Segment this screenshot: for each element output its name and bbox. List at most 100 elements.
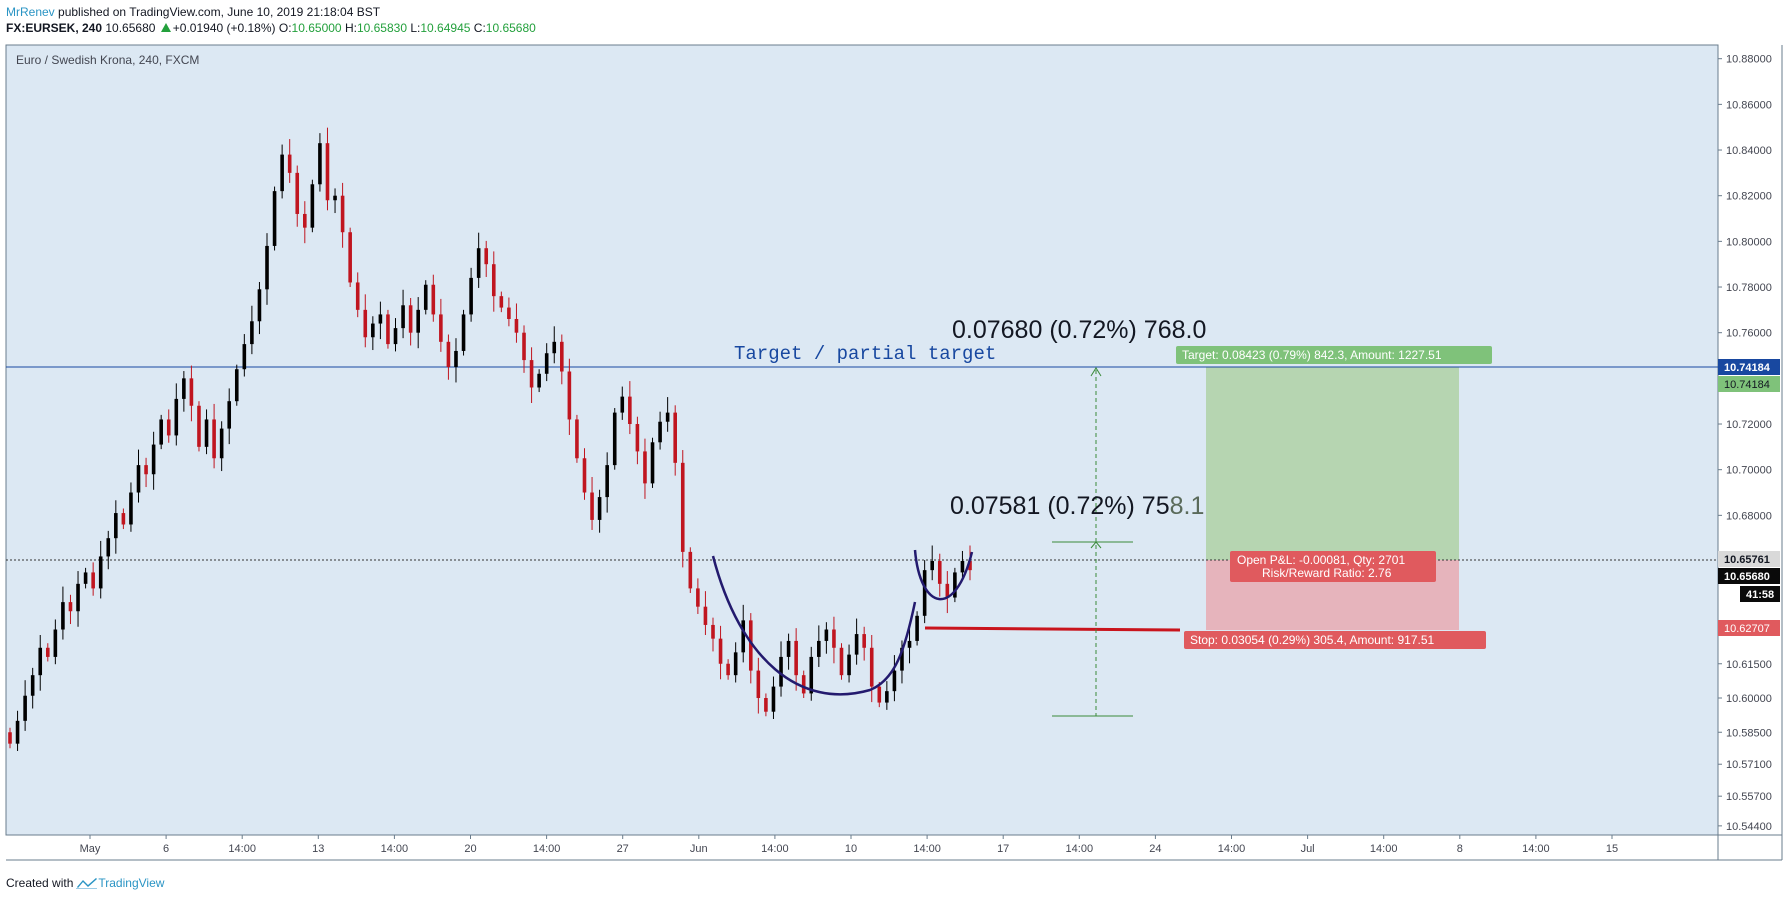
- price-tick-label: 10.84000: [1726, 145, 1772, 157]
- time-tick-label: 14:00: [228, 843, 256, 855]
- candle-body: [318, 143, 322, 185]
- candle-body: [114, 513, 118, 539]
- time-tick-label: Jul: [1301, 843, 1315, 855]
- candle-body: [484, 248, 489, 265]
- price-tick-label: 10.68000: [1726, 510, 1772, 522]
- price-tick-label: 10.76000: [1726, 328, 1772, 340]
- candle-body: [182, 378, 186, 399]
- publisher-link[interactable]: MrRenev: [6, 5, 55, 19]
- footer: Created with TradingView: [6, 876, 164, 890]
- candle-body: [582, 458, 587, 493]
- candle-body: [91, 572, 95, 589]
- candle-body: [386, 314, 390, 345]
- high-value: 10.65830: [356, 21, 408, 35]
- candle-body: [144, 465, 148, 475]
- stop-level-price: 10.62707: [1724, 623, 1770, 635]
- candle-body: [454, 350, 458, 367]
- stop-label-box[interactable]: [1184, 631, 1486, 649]
- candle-body: [930, 561, 935, 571]
- candle-body: [620, 396, 625, 413]
- tradingview-logo-icon: [76, 878, 98, 889]
- target-label-box[interactable]: [1176, 346, 1492, 364]
- candle-body: [733, 652, 738, 676]
- candle-body: [567, 371, 572, 420]
- target-label-text: Target: 0.08423 (0.79%) 842.3, Amount: 1…: [1182, 348, 1442, 362]
- open-value: 10.65000: [291, 21, 342, 35]
- candle-body: [885, 691, 889, 703]
- candle-body: [38, 647, 43, 676]
- candle-body: [348, 232, 352, 283]
- candle-body: [340, 195, 345, 233]
- time-tick-label: Jun: [690, 843, 708, 855]
- candle-body: [303, 213, 307, 228]
- candle-body: [673, 412, 677, 463]
- candle-body: [869, 647, 874, 687]
- candle-body: [68, 602, 73, 612]
- countdown-value: 41:58: [1746, 589, 1774, 601]
- candle-body: [242, 344, 247, 370]
- pnl-label-box[interactable]: [1230, 551, 1436, 582]
- candle-body: [612, 412, 617, 466]
- candle-body: [136, 465, 141, 493]
- tradingview-brand: TradingView: [98, 876, 165, 890]
- candle-body: [907, 640, 912, 648]
- close-label: C:: [473, 21, 486, 35]
- candle-body: [688, 551, 693, 589]
- candle-body: [166, 419, 171, 436]
- low-label: L:: [410, 21, 421, 35]
- candle-body: [30, 675, 35, 696]
- price-tick-label: 10.86000: [1726, 99, 1772, 111]
- price-change: +0.01940 (+0.18%): [172, 21, 276, 35]
- candle-body: [98, 556, 103, 589]
- candle-body: [922, 570, 927, 616]
- target-line-price: 10.74184: [1724, 362, 1771, 374]
- price-tick-label: 10.60000: [1726, 693, 1772, 705]
- price-tick-label: 10.80000: [1726, 236, 1772, 248]
- candle-body: [83, 572, 88, 584]
- candle-body: [560, 341, 564, 372]
- candle-body: [23, 695, 27, 721]
- measure-arrow-mid-icon: [1090, 541, 1102, 549]
- time-tick-label: 14:00: [381, 843, 409, 855]
- target-line-price-tag: [1718, 359, 1780, 375]
- price-tick-label: 10.55700: [1726, 791, 1772, 803]
- target-annotation[interactable]: Target / partial target: [734, 343, 996, 365]
- time-tick-label: 14:00: [1218, 843, 1246, 855]
- target-zone[interactable]: [1206, 367, 1459, 560]
- time-tick-label: May: [80, 843, 101, 855]
- tradingview-link[interactable]: TradingView: [76, 876, 164, 890]
- candle-body: [250, 321, 254, 345]
- candle-body: [900, 647, 904, 671]
- candle-body: [439, 314, 443, 342]
- symbol-label[interactable]: FX:EURSEK, 240: [6, 21, 103, 35]
- candle-body: [121, 513, 126, 525]
- candle-body: [106, 538, 111, 557]
- pnl-label-text: Open P&L: -0.00081, Qty: 2701: [1237, 553, 1405, 567]
- candlestick-series: [8, 127, 972, 751]
- candle-body: [431, 284, 436, 315]
- candle-body: [363, 309, 368, 338]
- stop-red-line[interactable]: [924, 626, 1181, 632]
- time-tick-label: 27: [617, 843, 629, 855]
- candle-body: [280, 154, 284, 192]
- candle-body: [756, 670, 761, 699]
- candle-body: [8, 732, 12, 744]
- low-value: 10.64945: [420, 21, 471, 35]
- time-tick-label: 6: [163, 843, 169, 855]
- candle-body: [212, 419, 216, 459]
- candle-body: [892, 670, 897, 692]
- candle-body: [197, 405, 201, 447]
- last-price-value: 10.65680: [1724, 571, 1770, 583]
- candle-body: [794, 640, 798, 676]
- time-tick-label: 14:00: [533, 843, 561, 855]
- handle-curve[interactable]: [913, 549, 974, 601]
- candle-body: [854, 634, 859, 655]
- candle-body: [968, 561, 972, 571]
- open-level-price: 10.65761: [1724, 554, 1770, 566]
- time-tick-label: 20: [464, 843, 476, 855]
- rounded-bottom-curve[interactable]: [711, 555, 917, 696]
- candle-body: [461, 314, 466, 351]
- candle-body: [15, 720, 20, 744]
- time-tick-label: 14:00: [1522, 843, 1550, 855]
